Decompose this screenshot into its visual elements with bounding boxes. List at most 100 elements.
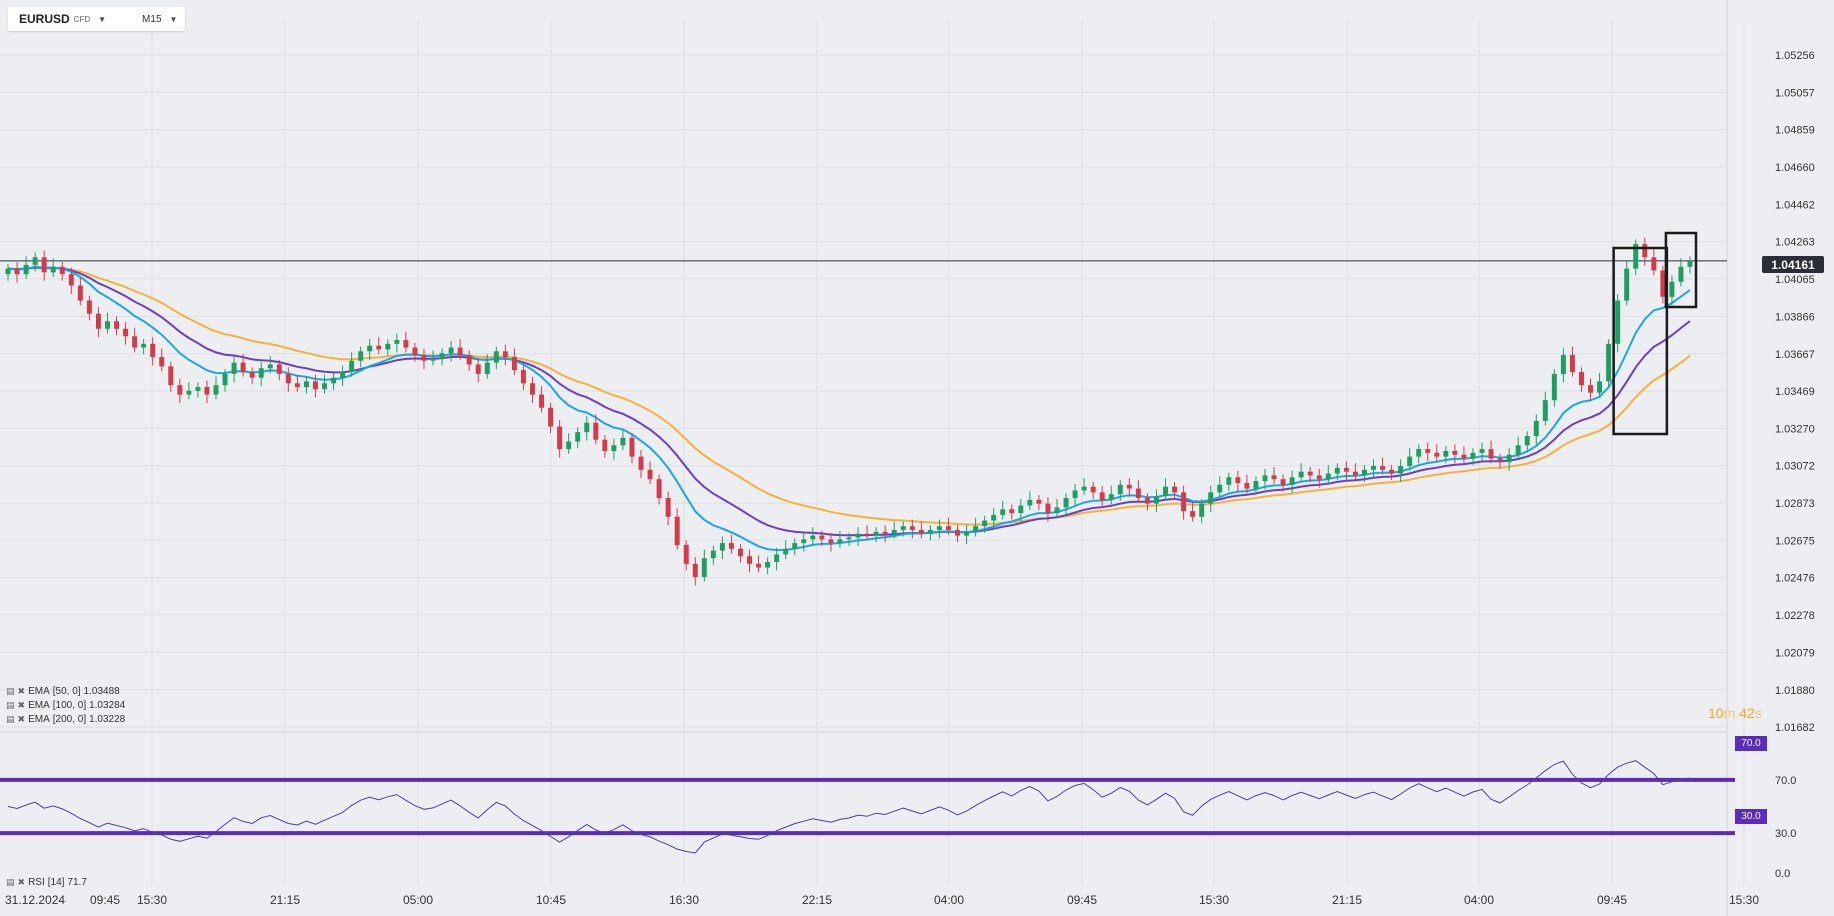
price-tick-label: 1.04263: [1775, 237, 1815, 249]
candle-body: [692, 563, 698, 577]
price-tick-label: 1.01880: [1775, 685, 1815, 697]
candle-body: [240, 362, 246, 373]
price-tick-label: 1.04859: [1775, 125, 1815, 137]
candle-body: [123, 328, 129, 337]
countdown-minutes: 10: [1708, 705, 1724, 721]
candle-body: [1588, 385, 1594, 393]
chevron-down-icon[interactable]: ▼: [169, 14, 178, 24]
candle-body: [1615, 300, 1621, 344]
candle-body: [1389, 469, 1395, 474]
candle-body: [638, 456, 644, 470]
price-tick-label: 1.04462: [1775, 199, 1815, 211]
candle-body: [276, 364, 282, 374]
candle-body: [303, 381, 309, 388]
legend-label: EMA: [28, 700, 50, 711]
time-tick-label: 05:00: [403, 893, 433, 907]
ema-legend-item[interactable]: ▤ ✖ EMA [200, 0] 1.03228: [6, 714, 125, 725]
candle-body: [982, 520, 988, 527]
candle-body: [1560, 355, 1566, 374]
candle-body: [728, 543, 734, 549]
candle-body: [936, 526, 942, 530]
symbol-label: EURUSD: [19, 12, 70, 26]
settings-icon[interactable]: ▤: [6, 686, 15, 696]
close-icon[interactable]: ✖: [17, 714, 26, 724]
candle-body: [1524, 435, 1530, 446]
countdown-seconds-unit: s: [1754, 705, 1762, 721]
candle-body: [421, 355, 427, 361]
candle-body: [502, 351, 508, 357]
candle-body: [1334, 467, 1340, 474]
candle-body: [1343, 467, 1349, 472]
time-tick-label: 21:15: [270, 893, 300, 907]
symbol-toolbar[interactable]: EURUSD CFD ▼ M15 ▼: [8, 7, 185, 31]
rsi-line: [7, 760, 1691, 854]
time-tick-label: 22:15: [802, 893, 832, 907]
ema-legend-item[interactable]: ▤ ✖ EMA [50, 0] 1.03488: [6, 686, 120, 697]
candle-body: [765, 561, 771, 568]
candle-body: [900, 526, 906, 530]
candle-body: [104, 321, 110, 329]
candle-body: [50, 266, 56, 273]
candle-body: [1569, 355, 1575, 373]
settings-icon[interactable]: ▤: [6, 714, 15, 724]
candle-body: [177, 385, 183, 395]
close-icon[interactable]: ✖: [17, 686, 26, 696]
rsi-legend-item[interactable]: ▤ ✖ RSI [14] 71.7: [6, 877, 87, 888]
candle-body: [701, 558, 707, 577]
candle-body: [385, 343, 391, 350]
candle-body: [882, 531, 888, 534]
candle-body: [294, 383, 300, 388]
candle-body: [1009, 509, 1015, 514]
candle-body: [1380, 466, 1386, 470]
candle-body: [195, 387, 201, 391]
time-tick-label: 10:45: [536, 893, 566, 907]
chevron-down-icon[interactable]: ▼: [98, 14, 107, 24]
candle-body: [1045, 503, 1051, 514]
candle-body: [611, 445, 617, 451]
legend-params: [50, 0]: [52, 686, 81, 697]
candle-body: [222, 373, 228, 386]
candle-body: [1624, 268, 1630, 301]
candle-body: [457, 347, 463, 356]
candle-body: [1687, 261, 1693, 267]
rsi-tick-label: 70.0: [1775, 775, 1796, 787]
candle-body: [1289, 477, 1295, 485]
candle-body: [1678, 266, 1684, 282]
timeframe-label: M15: [142, 13, 162, 25]
time-tick-label: 09:45: [1597, 893, 1627, 907]
candle-body: [710, 550, 716, 559]
candle-body: [647, 469, 653, 480]
legend-value: 1.03228: [89, 714, 126, 725]
rsi-indicator: [0, 760, 1735, 854]
candle-body: [5, 268, 11, 275]
candle-body: [955, 529, 961, 536]
candle-body: [566, 441, 572, 450]
candle-body: [267, 364, 273, 369]
candle-body: [855, 533, 861, 538]
candle-body: [557, 426, 563, 450]
annotation-box: [1612, 246, 1669, 436]
candle-body: [792, 543, 798, 549]
candle-body: [1434, 452, 1440, 457]
close-icon[interactable]: ✖: [17, 877, 26, 887]
settings-icon[interactable]: ▤: [6, 877, 15, 887]
close-icon[interactable]: ✖: [17, 700, 26, 710]
time-tick-label: 15:30: [137, 893, 167, 907]
legend-value: 1.03488: [83, 686, 120, 697]
ema-100-line: [7, 266, 1691, 537]
candle-body: [1271, 475, 1277, 480]
candle-body: [719, 543, 725, 551]
candle-body: [1081, 486, 1087, 491]
settings-icon[interactable]: ▤: [6, 700, 15, 710]
ema-legend-item[interactable]: ▤ ✖ EMA [100, 0] 1.03284: [6, 700, 125, 711]
candle-body: [403, 340, 409, 348]
candle-body: [1361, 469, 1367, 476]
candle-body: [1072, 490, 1078, 498]
candle-body: [864, 533, 870, 536]
price-tick-label: 1.04660: [1775, 162, 1815, 174]
candle-body: [159, 356, 165, 367]
rsi-lower-level-badge: 30.0: [1735, 809, 1767, 824]
current-price-badge: 1.04161: [1762, 256, 1824, 273]
candle-body: [1443, 450, 1449, 457]
